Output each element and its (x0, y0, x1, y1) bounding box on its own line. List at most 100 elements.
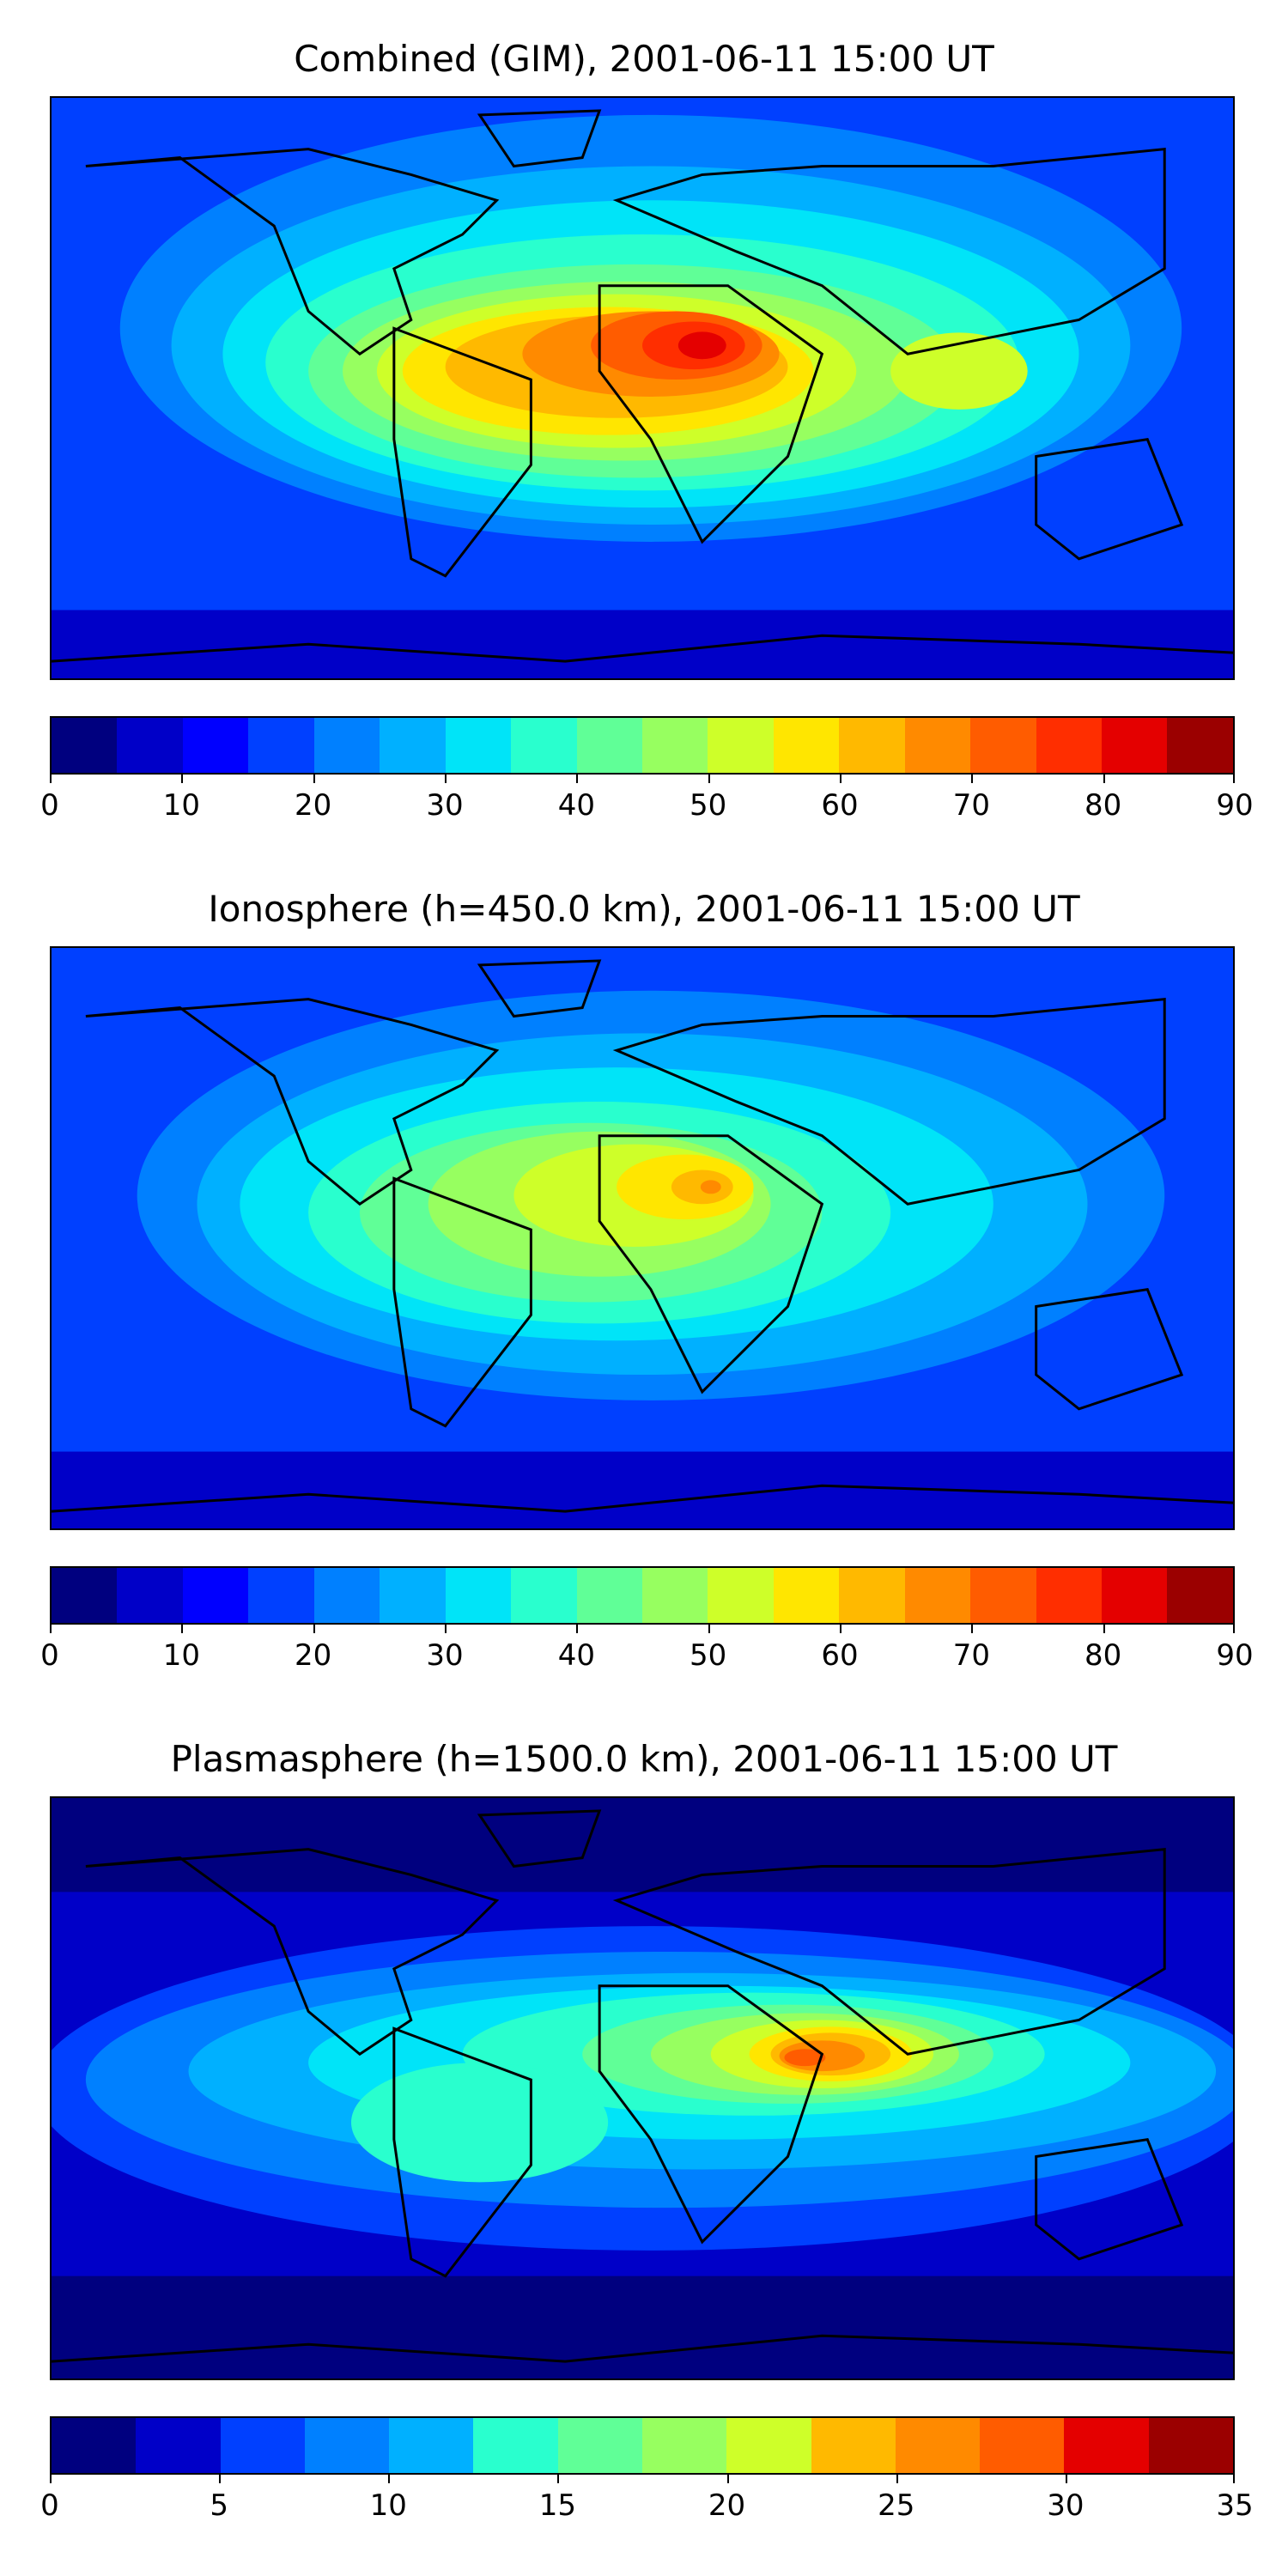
colorbar-segment (182, 1568, 249, 1623)
colorbar-segment (220, 2418, 305, 2473)
colorbar-segment (380, 1568, 446, 1623)
colorbar-segment (839, 718, 905, 773)
colorbar-tick (840, 773, 841, 783)
colorbar-tick (971, 1623, 974, 1633)
colorbar-tick-label: 30 (426, 1638, 464, 1673)
panel-3-colorbar (50, 2416, 1235, 2475)
colorbar-segment (970, 718, 1036, 773)
colorbar-tick (50, 773, 52, 783)
colorbar-segment (117, 718, 183, 773)
colorbar-segment (904, 718, 971, 773)
colorbar-tick-label: 0 (40, 2488, 59, 2523)
colorbar-segment (313, 1568, 380, 1623)
colorbar-tick (50, 1623, 52, 1633)
colorbar-tick-label: 80 (1084, 788, 1122, 823)
colorbar-segment (248, 718, 314, 773)
colorbar-segment (136, 2418, 221, 2473)
colorbar-tick-label: 20 (295, 1638, 332, 1673)
colorbar-tick-label: 80 (1084, 1638, 1122, 1673)
panel-2-colorbar-ticks: 0 10 20 30 40 50 60 70 80 90 (40, 1623, 1254, 1674)
colorbar-segment (726, 2418, 811, 2473)
colorbar-tick-label: 10 (162, 1638, 200, 1673)
colorbar-segment (895, 2418, 981, 2473)
colorbar-tick (181, 773, 184, 783)
colorbar-segment (811, 2418, 896, 2473)
colorbar-segment (576, 1568, 642, 1623)
colorbar-tick (445, 773, 447, 783)
colorbar-tick (896, 2473, 898, 2483)
colorbar-tick (576, 1623, 579, 1633)
colorbar-segment (1036, 718, 1102, 773)
colorbar-segment (1148, 2418, 1233, 2473)
colorbar-segment (313, 718, 380, 773)
colorbar-tick-label: 20 (295, 788, 332, 823)
panel-3-title: Plasmasphere (h=1500.0 km), 2001-06-11 1… (170, 1738, 1118, 1780)
colorbar-segment (52, 718, 118, 773)
colorbar-tick-label: 50 (690, 788, 727, 823)
colorbar-segment (1102, 718, 1168, 773)
panel-2-colorbar (50, 1566, 1235, 1625)
colorbar-segment (708, 1568, 774, 1623)
colorbar-segment (473, 2418, 558, 2473)
colorbar-tick-label: 70 (952, 788, 990, 823)
panel-3-map (50, 1796, 1235, 2380)
colorbar-tick (50, 2473, 52, 2483)
colorbar-tick (726, 2473, 729, 2483)
colorbar-segment (970, 1568, 1036, 1623)
panel-2-map (50, 946, 1235, 1530)
colorbar-tick-label: 35 (1216, 2488, 1254, 2523)
colorbar-tick-label: 0 (40, 1638, 59, 1673)
colorbar-tick-label: 15 (538, 2488, 577, 2523)
colorbar-tick (1103, 773, 1105, 783)
panel-1-colorbar (50, 716, 1235, 775)
colorbar-segment (511, 718, 577, 773)
colorbar-tick-label: 60 (821, 788, 859, 823)
colorbar-tick-label: 60 (821, 1638, 859, 1673)
colorbar-segment (576, 718, 642, 773)
colorbar-segment (773, 718, 840, 773)
colorbar-segment (511, 1568, 577, 1623)
colorbar-tick (219, 2473, 222, 2483)
panel-1-title: Combined (GIM), 2001-06-11 15:00 UT (294, 38, 994, 80)
colorbar-segment (182, 718, 249, 773)
colorbar-tick (1103, 1623, 1105, 1633)
colorbar-tick (840, 1623, 841, 1633)
colorbar-segment (445, 718, 512, 773)
colorbar-segment (904, 1568, 971, 1623)
colorbar-segment (52, 2418, 137, 2473)
colorbar-segment (117, 1568, 183, 1623)
colorbar-segment (839, 1568, 905, 1623)
colorbar-tick-label: 90 (1216, 788, 1254, 823)
colorbar-segment (557, 2418, 642, 2473)
colorbar-segment (1102, 1568, 1168, 1623)
colorbar-segment (773, 1568, 840, 1623)
colorbar-tick-label: 90 (1216, 1638, 1254, 1673)
colorbar-segment (52, 1568, 118, 1623)
colorbar-tick (971, 773, 974, 783)
colorbar-segment (445, 1568, 512, 1623)
colorbar-tick-label: 20 (708, 2488, 746, 2523)
colorbar-tick (1065, 2473, 1067, 2483)
colorbar-tick (708, 773, 710, 783)
colorbar-tick-label: 25 (878, 2488, 915, 2523)
colorbar-segment (1064, 2418, 1149, 2473)
colorbar-tick (708, 1623, 710, 1633)
colorbar-segment (248, 1568, 314, 1623)
colorbar-segment (304, 2418, 390, 2473)
colorbar-segment (641, 1568, 708, 1623)
colorbar-tick (1233, 2473, 1235, 2483)
colorbar-segment (1036, 1568, 1102, 1623)
colorbar-segment (641, 718, 708, 773)
colorbar-tick (181, 1623, 184, 1633)
colorbar-tick (313, 773, 315, 783)
colorbar-tick-label: 30 (426, 788, 464, 823)
colorbar-tick (313, 1623, 315, 1633)
colorbar-tick (576, 773, 579, 783)
colorbar-tick (388, 2473, 391, 2483)
colorbar-tick-label: 10 (162, 788, 200, 823)
colorbar-tick (1233, 773, 1235, 783)
colorbar-tick-label: 30 (1047, 2488, 1084, 2523)
colorbar-segment (708, 718, 774, 773)
panel-1-map (50, 96, 1235, 680)
colorbar-segment (1167, 1568, 1233, 1623)
